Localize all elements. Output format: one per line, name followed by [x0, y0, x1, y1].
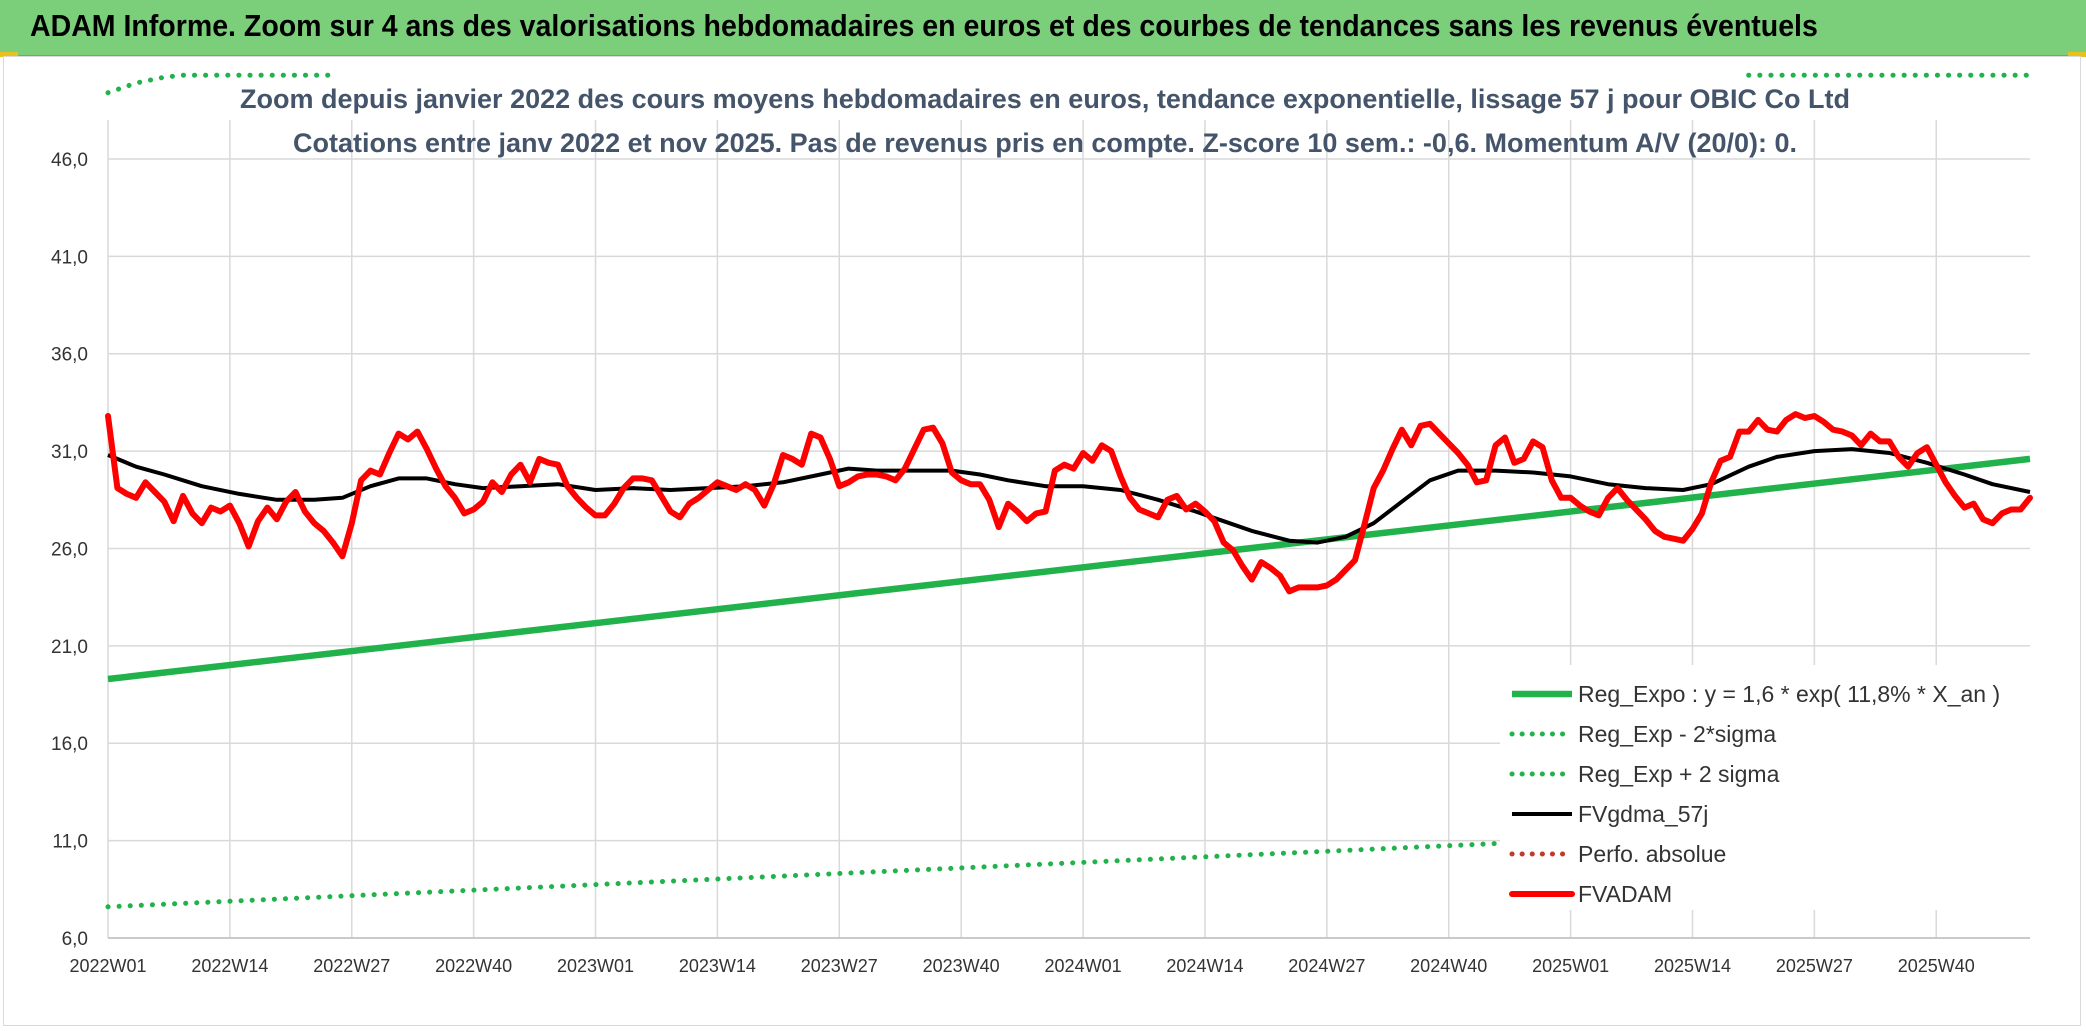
y-tick-label: 31,0	[51, 442, 88, 463]
x-tick-label: 2023W14	[679, 956, 756, 976]
header-title: ADAM Informe. Zoom sur 4 ans des valoris…	[30, 8, 1818, 43]
legend-label-4: Perfo. absolue	[1578, 841, 1726, 867]
x-axis: 2022W01 2022W14 2022W27 2022W40 2023W01 2023W…	[69, 956, 1974, 976]
header-bar: ADAM Informe. Zoom sur 4 ans des valoris…	[0, 0, 2086, 57]
x-tick-label: 2022W40	[435, 956, 512, 976]
x-tick-label: 2024W40	[1410, 956, 1487, 976]
series-line-3	[107, 447, 2031, 545]
x-tick-label: 2022W01	[69, 956, 146, 976]
series-line-5	[105, 411, 2033, 595]
x-tick-label: 2025W01	[1532, 956, 1609, 976]
y-tick-label: 6,0	[62, 929, 88, 950]
legend-label-0: Reg_Expo : y = 1,6 * exp( 11,8% * X_an )	[1578, 681, 2000, 707]
x-tick-label: 2025W27	[1776, 956, 1853, 976]
y-tick-label: 21,0	[51, 637, 88, 658]
x-tick-label: 2023W27	[801, 956, 878, 976]
x-tick-label: 2022W14	[191, 956, 268, 976]
y-tick-label: 46,0	[51, 150, 88, 171]
legend: Reg_Expo : y = 1,6 * exp( 11,8% * X_an )…	[1509, 681, 2000, 907]
y-axis: 6,0 11,0 16,0 21,0 26,0 31,0 36,0 41,0 46,0	[51, 150, 88, 950]
series-line-1	[105, 816, 2033, 910]
y-tick-label: 16,0	[51, 734, 88, 755]
legend-label-2: Reg_Exp + 2 sigma	[1578, 761, 1780, 787]
x-tick-label: 2024W14	[1166, 956, 1243, 976]
x-tick-label: 2024W27	[1288, 956, 1365, 976]
legend-background	[1500, 665, 2030, 910]
series-layer	[105, 72, 2033, 910]
y-tick-label: 11,0	[52, 832, 88, 853]
series-line-2	[105, 72, 336, 96]
y-tick-label: 26,0	[51, 539, 88, 560]
chart-frame	[3, 56, 2081, 1026]
x-tick-label: 2023W40	[923, 956, 1000, 976]
corner-mark-right	[2068, 52, 2086, 57]
x-tick-label: 2022W27	[313, 956, 390, 976]
legend-label-1: Reg_Exp - 2*sigma	[1578, 721, 1776, 747]
legend-label-3: FVgdma_57j	[1578, 801, 1708, 827]
x-tick-label: 2024W01	[1045, 956, 1122, 976]
x-tick-label: 2023W01	[557, 956, 634, 976]
y-tick-label: 36,0	[51, 345, 88, 366]
chart-title-line2: Cotations entre janv 2022 et nov 2025. P…	[293, 128, 1797, 158]
x-tick-label: 2025W40	[1898, 956, 1975, 976]
corner-mark-left	[0, 52, 18, 57]
legend-label-5: FVADAM	[1578, 881, 1672, 907]
x-tick-label: 2025W14	[1654, 956, 1731, 976]
y-tick-label: 41,0	[51, 247, 88, 268]
chart-title-line1: Zoom depuis janvier 2022 des cours moyen…	[240, 84, 1850, 114]
